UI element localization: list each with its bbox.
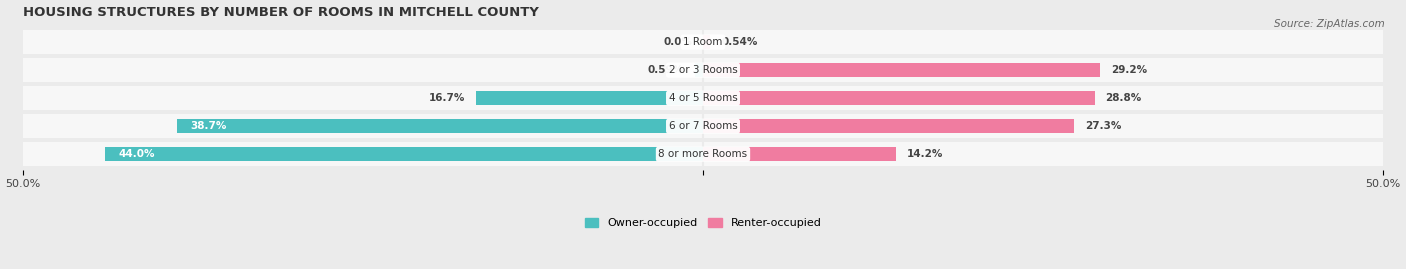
Bar: [703, 91, 1095, 105]
Text: 14.2%: 14.2%: [907, 149, 943, 159]
Bar: [22, 114, 1384, 139]
Text: 28.8%: 28.8%: [1105, 93, 1142, 103]
Text: 4 or 5 Rooms: 4 or 5 Rooms: [669, 93, 737, 103]
Text: 8 or more Rooms: 8 or more Rooms: [658, 149, 748, 159]
Text: 2 or 3 Rooms: 2 or 3 Rooms: [669, 65, 737, 75]
Text: 38.7%: 38.7%: [190, 121, 226, 131]
Text: 0.0%: 0.0%: [664, 37, 692, 47]
Bar: [703, 147, 896, 161]
Bar: [22, 58, 1384, 82]
Bar: [695, 63, 703, 77]
Text: 27.3%: 27.3%: [1085, 121, 1122, 131]
Text: 0.54%: 0.54%: [721, 37, 758, 47]
Bar: [22, 142, 1384, 167]
Text: 6 or 7 Rooms: 6 or 7 Rooms: [669, 121, 737, 131]
Text: 1 Room: 1 Room: [683, 37, 723, 47]
Bar: [477, 91, 703, 105]
Text: HOUSING STRUCTURES BY NUMBER OF ROOMS IN MITCHELL COUNTY: HOUSING STRUCTURES BY NUMBER OF ROOMS IN…: [22, 6, 538, 19]
Text: Source: ZipAtlas.com: Source: ZipAtlas.com: [1274, 19, 1385, 29]
Bar: [105, 147, 703, 161]
Bar: [22, 30, 1384, 54]
Text: 29.2%: 29.2%: [1111, 65, 1147, 75]
Bar: [703, 63, 1099, 77]
Legend: Owner-occupied, Renter-occupied: Owner-occupied, Renter-occupied: [581, 213, 825, 233]
Bar: [703, 119, 1074, 133]
Bar: [22, 86, 1384, 111]
Bar: [177, 119, 703, 133]
Text: 0.59%: 0.59%: [648, 65, 685, 75]
Text: 44.0%: 44.0%: [118, 149, 155, 159]
Bar: [703, 35, 710, 49]
Text: 16.7%: 16.7%: [429, 93, 465, 103]
